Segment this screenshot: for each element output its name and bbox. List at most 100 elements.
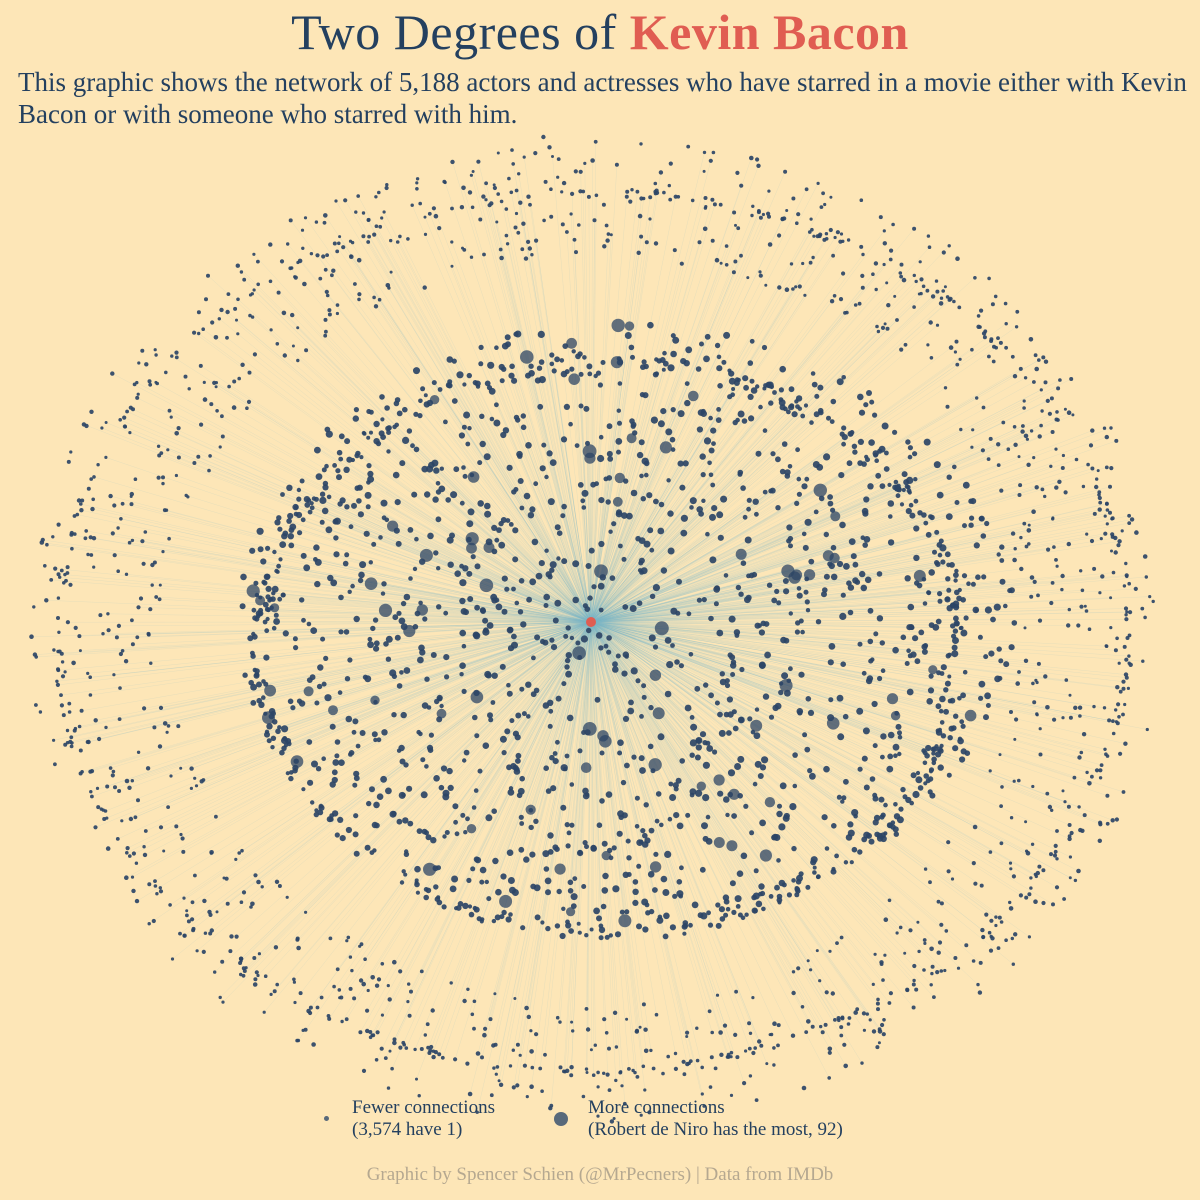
actor-node [778,681,784,686]
actor-node [891,222,895,227]
actor-node [621,670,628,677]
actor-node [433,213,439,219]
actor-node [53,762,57,767]
actor-node [354,453,360,459]
actor-node [639,767,646,774]
actor-node [91,536,97,541]
actor-node [520,621,527,628]
actor-node [764,797,776,808]
actor-node [709,513,716,521]
actor-node [733,259,738,264]
actor-node [1098,768,1103,773]
actor-node [1038,727,1042,731]
actor-node [247,635,254,642]
actor-node [317,664,324,671]
actor-node [697,409,705,416]
actor-node [133,477,138,482]
actor-node [734,633,740,638]
actor-node [943,687,949,693]
actor-node [370,625,376,632]
actor-node [451,398,458,404]
actor-node [304,348,309,353]
actor-node [323,267,328,272]
actor-node [86,486,91,491]
actor-node [423,215,427,219]
actor-node [86,671,90,676]
actor-node [801,483,808,490]
actor-node [861,670,867,676]
actor-node [242,277,247,282]
actor-node [186,495,190,499]
actor-node [583,405,590,412]
actor-node [69,744,74,749]
actor-node [140,539,145,544]
actor-node [348,955,353,959]
actor-node [357,297,361,302]
actor-node [486,622,494,629]
actor-node [821,814,828,821]
actor-node [1009,867,1013,871]
actor-node [791,287,795,291]
actor-node [622,604,629,610]
actor-node [440,1055,445,1060]
actor-node [649,1048,653,1053]
actor-node [358,571,365,579]
actor-node [723,331,731,339]
actor-node [178,931,182,936]
actor-node [895,493,901,499]
actor-node [901,471,908,478]
actor-node [529,1029,533,1033]
actor-node [523,492,531,500]
actor-node [984,606,993,614]
actor-node [581,505,587,510]
actor-node [716,511,724,519]
actor-node [848,431,854,437]
actor-node [150,583,154,587]
actor-node [351,729,357,735]
actor-node [523,856,530,863]
actor-node [860,1061,864,1065]
actor-node [290,312,295,318]
actor-node [958,626,963,631]
actor-node [634,824,640,829]
actor-node [390,1066,394,1071]
actor-node [219,307,224,313]
actor-node [915,770,921,776]
actor-node [806,959,810,963]
actor-node [315,1005,320,1010]
actor-node [934,279,939,283]
actor-node [275,342,280,346]
actor-node [806,1019,811,1024]
actor-node [960,692,966,699]
actor-node [668,781,674,787]
actor-node [892,429,898,435]
actor-node [491,918,497,924]
actor-node [1107,718,1112,723]
actor-node [222,876,226,880]
actor-node [751,907,758,914]
actor-node [667,364,675,372]
actor-node [1092,704,1096,709]
actor-node [344,438,351,445]
actor-node [529,1049,534,1054]
actor-node [655,791,662,797]
actor-node [1073,705,1078,710]
actor-node [359,455,364,460]
actor-node [947,244,951,248]
actor-node [479,413,485,419]
actor-node [763,621,770,627]
actor-node [739,183,744,188]
actor-node [389,238,393,243]
actor-node [648,758,662,772]
actor-node [439,466,444,471]
actor-node [984,692,991,700]
actor-node [130,618,134,623]
actor-node [496,192,501,196]
actor-node [537,330,545,338]
actor-node [518,1053,522,1057]
actor-node [218,995,222,1000]
actor-node [1009,710,1013,714]
actor-node [467,471,480,483]
actor-node [796,586,802,591]
actor-node [893,479,899,485]
